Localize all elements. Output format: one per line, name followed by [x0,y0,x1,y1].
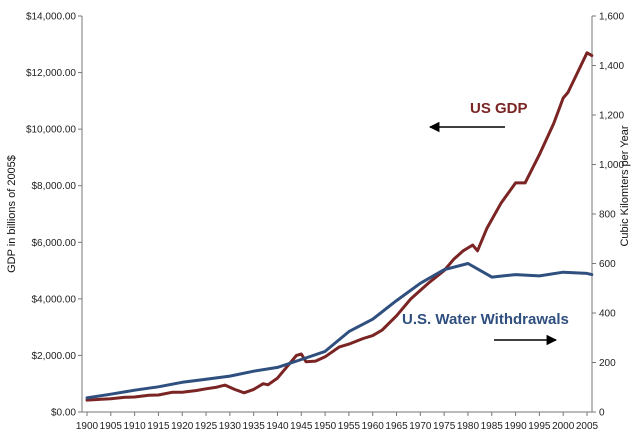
gdp-annotation-label: US GDP [470,100,528,117]
right-tick-label: 1,600 [599,12,624,23]
right-tick-label: 400 [599,309,616,320]
x-tick-label: 1910 [123,421,146,432]
left-tick-label: $6,000.00 [32,238,77,249]
right-tick-label: 800 [599,210,616,221]
x-tick-label: 1945 [290,421,313,432]
left-tick-label: $12,000.00 [26,68,76,79]
left-axis-ticks: $0.00 $2,000.00 $4,000.00 $6,000.00 $8,000.0… [26,12,82,419]
left-axis-title: GDP in billions of 2005$ [6,155,18,273]
left-tick-label: $14,000.00 [26,12,76,23]
right-tick-label: 1,200 [599,111,624,122]
left-tick-label: $4,000.00 [32,294,77,305]
x-tick-label: 1940 [266,421,289,432]
x-tick-label: 1980 [457,421,480,432]
x-tick-label: 1915 [147,421,170,432]
x-tick-label: 1990 [504,421,527,432]
x-tick-label: 1935 [243,421,266,432]
gdp-series-line [85,51,594,402]
x-axis-ticks: 1900 1905 1910 1915 1920 1925 1930 1935 1940 1945… [76,412,599,432]
water-withdrawals-series-line [85,262,594,400]
series-layer [85,51,594,402]
right-tick-label: 600 [599,259,616,270]
x-tick-label: 1900 [76,421,99,432]
x-tick-label: 1930 [219,421,242,432]
right-tick-label: 1,400 [599,61,624,72]
left-tick-label: $8,000.00 [32,181,77,192]
x-tick-label: 1925 [195,421,218,432]
right-tick-label: 1,000 [599,160,624,171]
left-tick-label: $10,000.00 [26,125,76,136]
left-tick-label: $0.00 [51,408,76,419]
x-tick-label: 2000 [552,421,575,432]
x-tick-label: 1955 [338,421,361,432]
right-axis-ticks: 0 200 400 600 800 1,000 1,200 1,400 1,600 [592,12,624,419]
x-tick-label: 1985 [481,421,504,432]
x-tick-label: 1970 [409,421,432,432]
right-axis-title: Cubic Kilomters per Year [619,125,631,246]
x-tick-label: 1960 [362,421,385,432]
x-tick-label: 1950 [314,421,337,432]
water-annotation-label: U.S. Water Withdrawals [402,311,569,328]
x-tick-label: 1965 [385,421,408,432]
x-tick-label: 1920 [171,421,194,432]
x-tick-label: 1995 [528,421,551,432]
x-tick-label: 2005 [576,421,599,432]
right-tick-label: 200 [599,358,616,369]
left-tick-label: $2,000.00 [32,351,77,362]
x-tick-label: 1905 [100,421,123,432]
right-tick-label: 0 [599,408,605,419]
x-tick-label: 1975 [433,421,456,432]
